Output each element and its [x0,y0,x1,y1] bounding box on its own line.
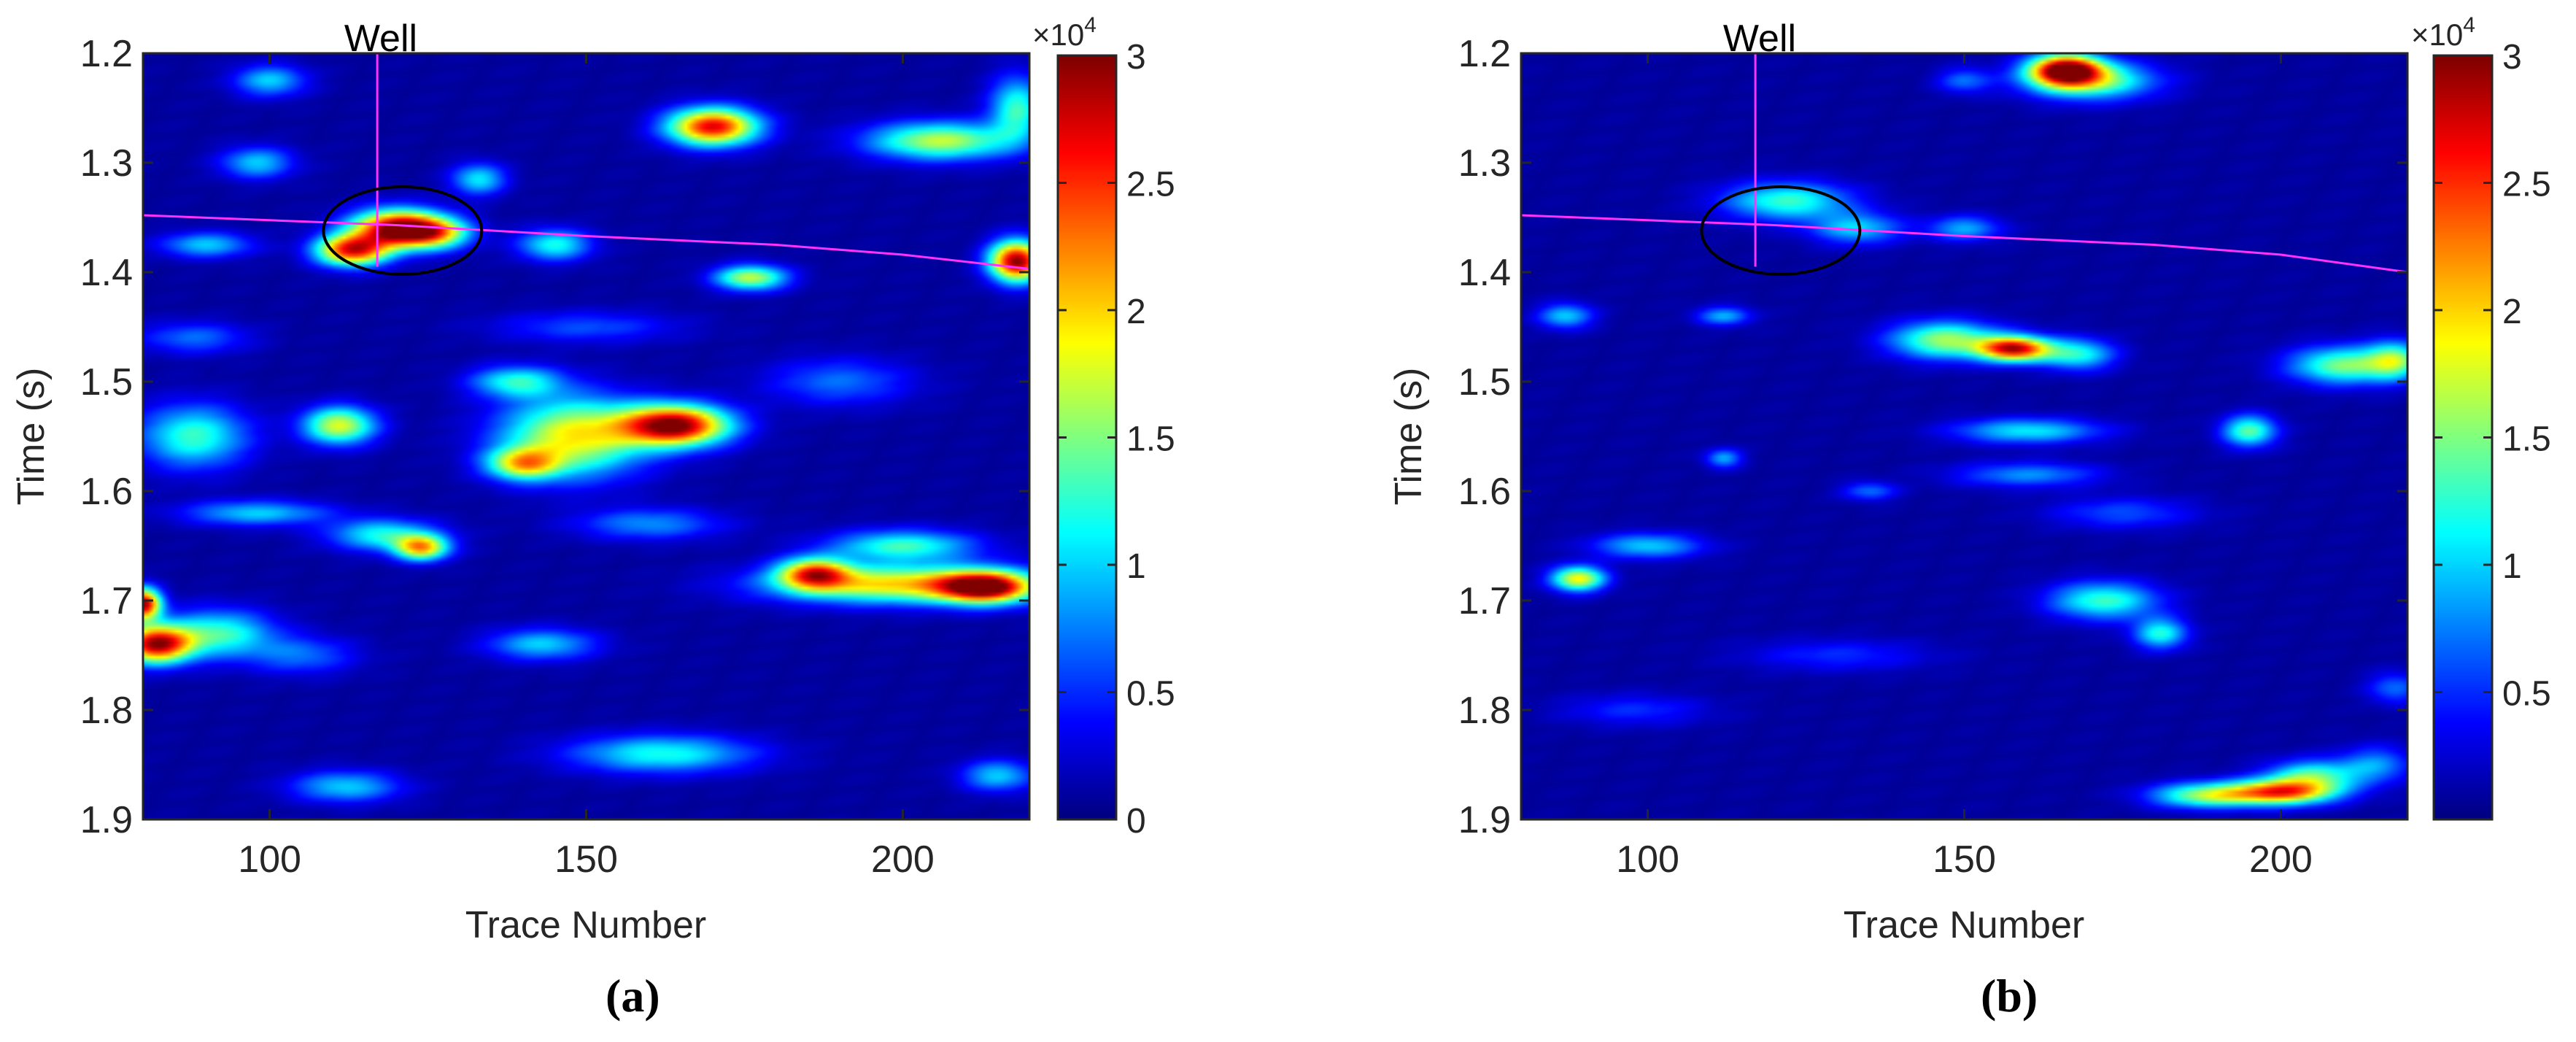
x-axis-label: Trace Number [465,904,706,946]
well-label: Well [1723,18,1796,60]
x-tick-label: 100 [1616,838,1679,881]
colorbar-image [2434,55,2492,819]
y-tick-label: 1.8 [1458,690,1511,732]
colorbar-ticks-group: 0.5 1 1.5 2 2.5 3 [2434,38,2551,714]
colorbar-exponent: ×104 [2411,13,2475,52]
x-tick-label: 150 [554,838,618,881]
y-axis-label: Time (s) [1388,368,1430,506]
y-tick-label: 1.6 [1458,471,1511,513]
ellipse-group [322,185,484,276]
target-ellipse [322,185,484,276]
colorbar-tick-label: 0.5 [1126,675,1175,714]
panel-label-b: (b) [1981,970,2038,1022]
x-tick-label: 100 [238,838,301,881]
horizon-line [1520,214,2408,274]
colorbar-ticks-group: 0 0.5 1 1.5 2 2.5 3 [1058,38,1175,841]
target-ellipse [1700,185,1862,276]
y-tick-label: 1.2 [1458,33,1511,75]
horizon-line [142,214,1030,270]
y-tick-label: 1.3 [1458,142,1511,185]
heatmap-image [143,53,1029,819]
y-axis-label: Time (s) [10,368,53,506]
y-tick-label: 1.5 [1458,361,1511,404]
panel-b: 100 150 200 1.21.31.41.51.61.71.81.9 Well … [1388,13,2551,946]
y-tick-label: 1.2 [80,33,133,75]
panel-a: 100 150 200 1.21.31.41.51.61.71.81.9 Well … [10,13,1175,946]
colorbar-tick-label: 3 [1126,38,1146,77]
horizon-line-group [142,214,1030,270]
colorbar-tick-label: 0.5 [2502,675,2551,714]
ellipse-group [1700,185,1862,276]
x-tick-label: 150 [1933,838,1996,881]
panel-label-a: (a) [606,970,660,1022]
y-tick-label: 1.7 [1458,580,1511,622]
heatmap-image [1521,53,2407,819]
y-ticks-group: 1.2 1.3 1.4 1.5 1.6 1.7 1.8 1.9 [80,33,1029,841]
y-tick-label: 1.9 [80,799,133,841]
colorbar-tick-label: 1 [2502,547,2522,586]
x-tick-label: 200 [2249,838,2313,881]
colorbar-tick-label: 2 [2502,293,2522,331]
colorbar-tick-label: 2.5 [2502,166,2551,204]
colorbar-tick-label: 3 [2502,38,2522,77]
colorbar-tick-label: 2 [1126,293,1146,331]
horizon-line-group [1520,214,2408,274]
colorbar-tick-label: 0 [1126,802,1146,841]
y-tick-label: 1.4 [80,252,133,294]
y-tick-label: 1.4 [1458,252,1511,294]
y-tick-label: 1.6 [80,471,133,513]
x-tick-label: 200 [871,838,935,881]
well-label: Well [344,18,417,60]
x-ticks-group: 100 150 200 [1616,53,2313,881]
y-tick-label: 1.8 [80,690,133,732]
colorbar-exponent: ×104 [1032,13,1096,52]
colorbar-tick-label: 1.5 [2502,420,2551,459]
colorbar-tick-label: 1 [1126,547,1146,586]
colorbar-tick-label: 1.5 [1126,420,1175,459]
y-tick-label: 1.5 [80,361,133,404]
x-axis-label: Trace Number [1844,904,2084,946]
x-ticks-group: 100 150 200 [238,53,935,881]
y-tick-label: 1.7 [80,580,133,622]
colorbar-image [1058,55,1116,819]
y-tick-label: 1.3 [80,142,133,185]
y-tick-label: 1.9 [1458,799,1511,841]
colorbar-tick-label: 2.5 [1126,166,1175,204]
y-ticks-group: 1.2 1.3 1.4 1.5 1.6 1.7 1.8 1.9 [1458,33,2407,841]
